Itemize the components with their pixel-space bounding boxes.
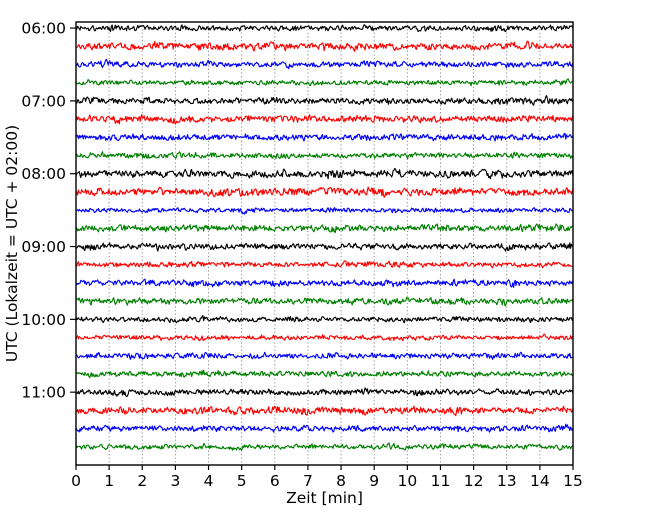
seismogram-trace (75, 24, 574, 33)
x-tick-label: 3 (170, 472, 180, 490)
x-axis-title: Zeit [min] (286, 489, 363, 507)
x-tick-label: 4 (204, 472, 214, 490)
seismogram-trace (75, 223, 574, 233)
y-tick-label: 09:00 (21, 238, 66, 256)
seismogram-trace (75, 151, 574, 160)
x-tick-label: 7 (303, 472, 313, 490)
axes-frame (75, 21, 574, 466)
x-tick-label: 5 (237, 472, 247, 490)
seismogram-trace (75, 132, 574, 142)
seismogram-trace (75, 278, 574, 288)
seismogram-trace (75, 423, 574, 433)
x-tick-label: 11 (431, 472, 451, 490)
x-tick-label: 10 (397, 472, 417, 490)
y-tick-label: 07:00 (21, 92, 66, 110)
y-tick-label: 06:00 (21, 20, 66, 38)
x-tick-label: 14 (530, 472, 550, 490)
seismogram-trace (75, 296, 574, 307)
seismogram-trace (75, 387, 574, 398)
x-axis-ticks: 0 1 2 3 4 5 6 7 8 9 10 11 12 13 14 15 (71, 465, 583, 490)
seismogram-trace (75, 58, 574, 70)
seismogram-trace (75, 442, 574, 451)
seismogram-trace (75, 186, 574, 198)
y-axis-ticks: 06:00 07:00 08:00 09:00 10:00 11:00 (21, 20, 76, 402)
x-tick-label: 2 (137, 472, 147, 490)
seismogram-trace (75, 242, 574, 252)
y-axis-title: UTC (Lokalzeit = UTC + 02:00) (3, 125, 21, 362)
x-tick-label: 1 (104, 472, 114, 490)
seismogram-trace (75, 95, 574, 106)
x-tick-label: 15 (563, 472, 583, 490)
seismogram-trace (75, 113, 574, 125)
seismogram-trace (75, 167, 574, 180)
x-tick-label: 12 (464, 472, 484, 490)
seismogram-trace (75, 369, 574, 379)
seismogram-trace (75, 40, 574, 52)
x-tick-label: 8 (336, 472, 346, 490)
x-tick-label: 0 (71, 472, 81, 490)
x-tick-label: 13 (497, 472, 517, 490)
x-tick-label: 6 (270, 472, 280, 490)
x-tick-label: 9 (369, 472, 379, 490)
y-tick-label: 10:00 (21, 311, 66, 329)
seismogram-trace (75, 78, 574, 87)
y-tick-label: 11:00 (21, 384, 66, 402)
seismogram-trace (75, 260, 574, 269)
seismogram-trace (75, 333, 574, 342)
y-tick-label: 08:00 (21, 165, 66, 183)
seismogram-trace (75, 207, 574, 215)
seismogram-trace (75, 405, 574, 417)
trace-lines (75, 24, 574, 451)
seismogram-trace (75, 351, 574, 360)
seismogram-trace (75, 315, 574, 324)
